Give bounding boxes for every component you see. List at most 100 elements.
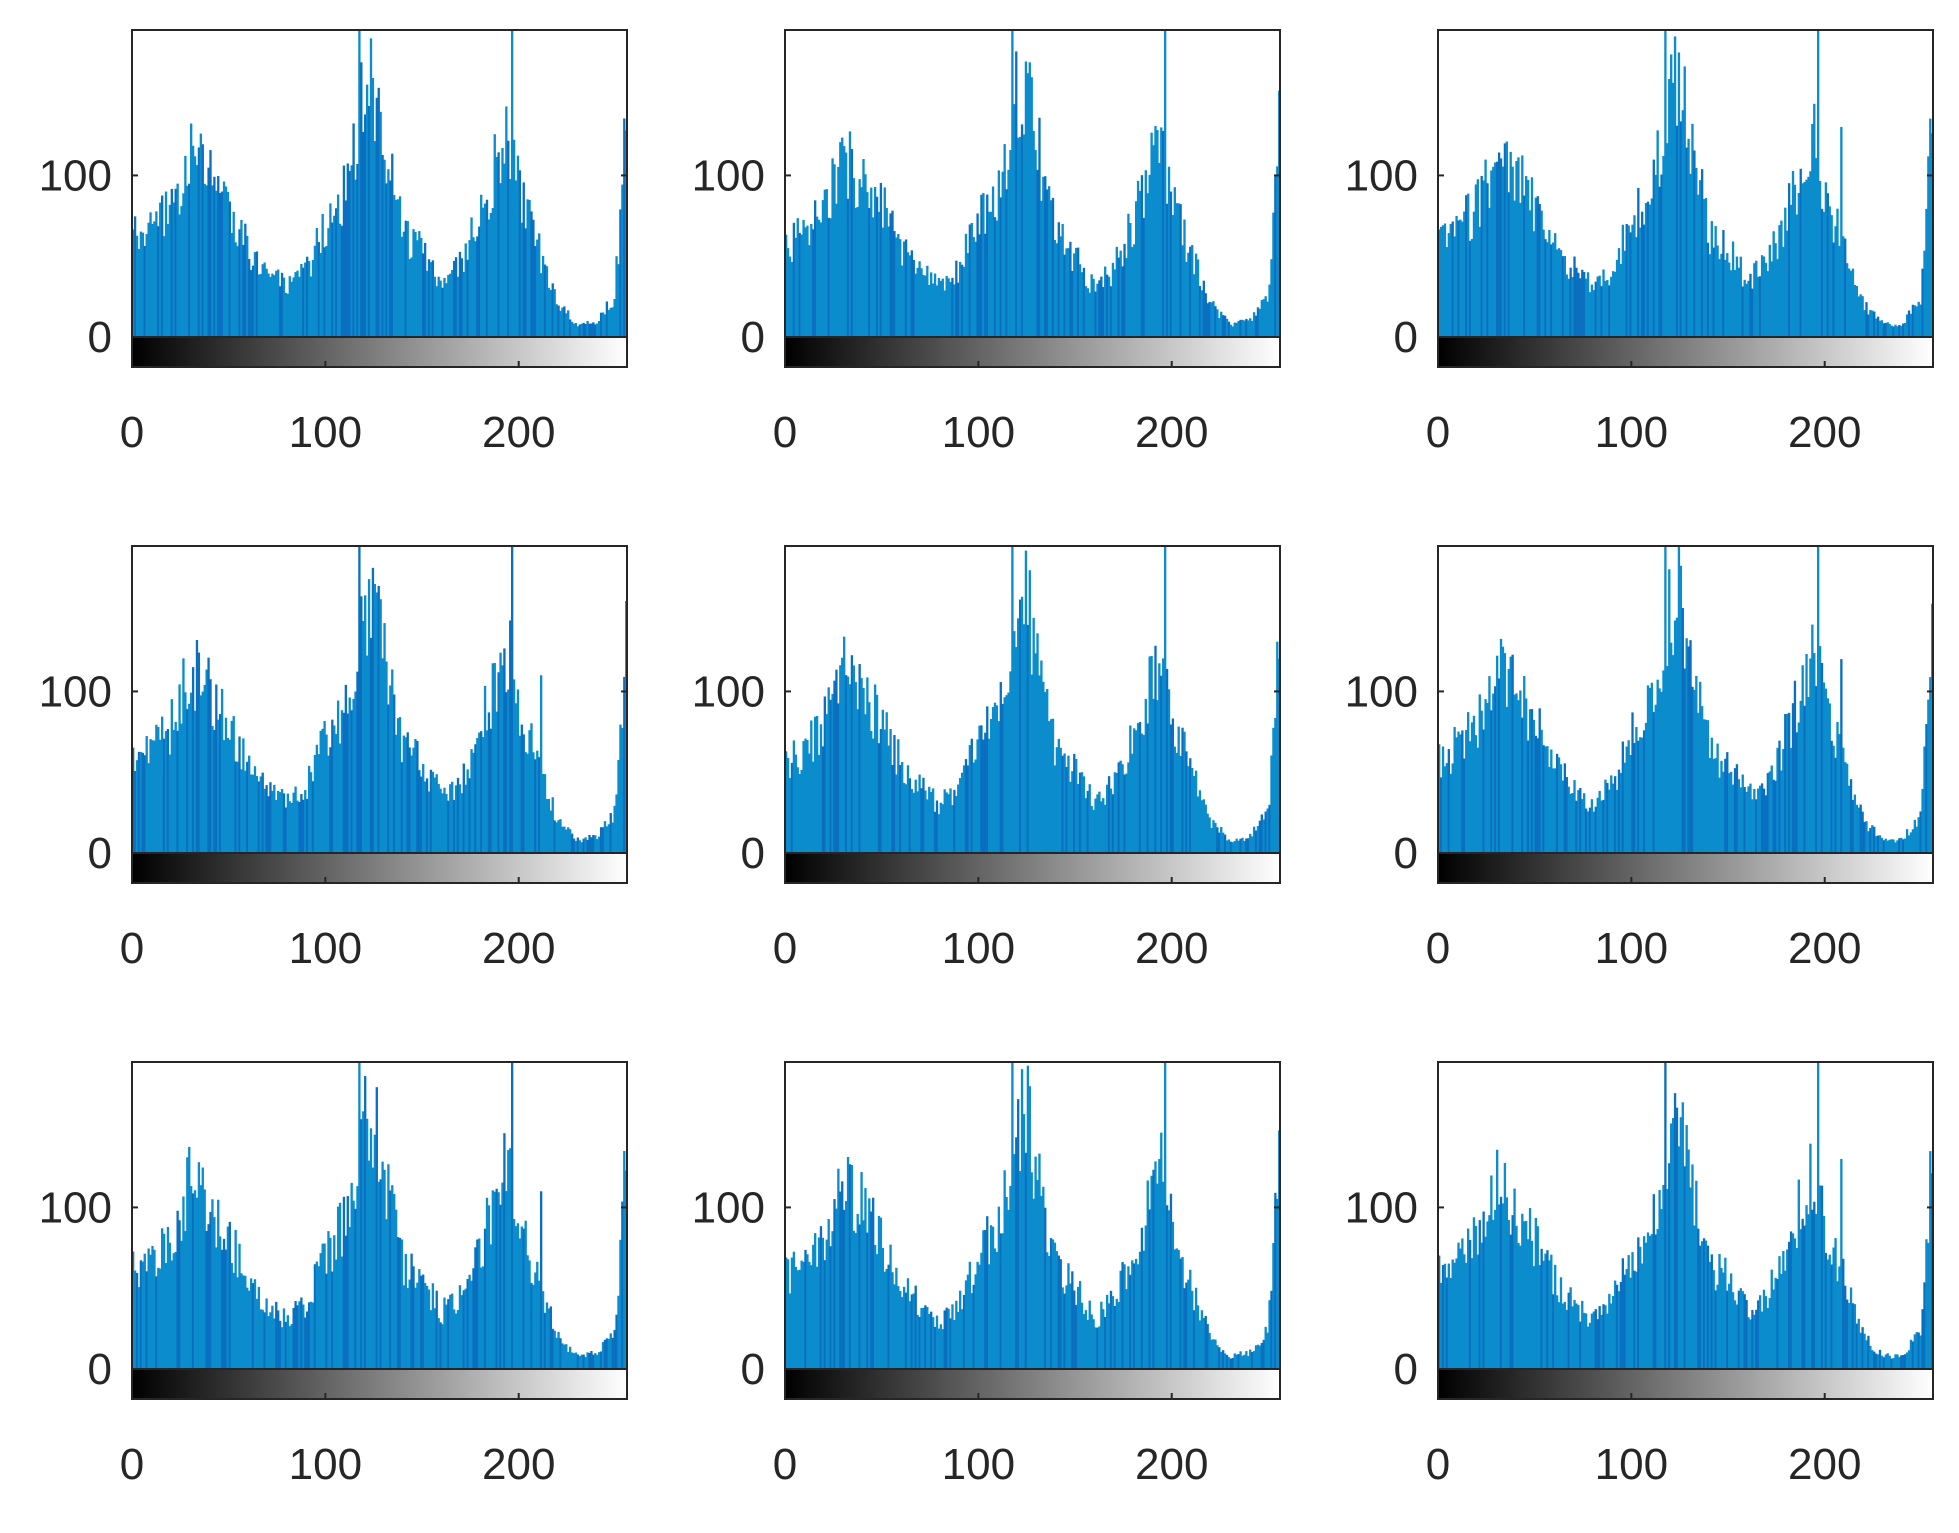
histogram-bar [792,740,796,853]
histogram-bar [916,1314,919,1369]
histogram-bar [132,747,135,853]
histogram-bar [1575,267,1578,337]
histogram-bar [877,1215,881,1369]
histogram-bar [1919,1335,1922,1369]
histogram-bar [203,183,206,337]
histogram-bar [354,179,357,337]
histogram-bar [1194,253,1198,337]
histogram-bar [1480,1242,1483,1369]
histogram-bar [433,276,436,337]
histogram-bar [993,217,997,337]
histogram-bar [1532,231,1536,337]
histogram-bar [1822,1215,1826,1369]
histogram-bar [1210,827,1213,853]
histogram-bar [1443,223,1447,337]
histogram-bar [1163,30,1167,337]
histogram-bar [512,139,516,337]
histogram-bar [333,725,336,853]
histogram-bar [1557,248,1561,337]
histogram-bar [549,289,552,337]
histogram-bar [1747,786,1750,853]
histogram-bar [526,753,529,853]
histogram-bar [294,1301,297,1369]
histogram-bar [526,199,529,337]
histogram-bar [306,256,309,337]
histogram-bar [1550,244,1553,337]
histogram-bar [530,211,533,337]
histogram-bar [1488,1215,1491,1369]
histogram-bar [821,746,825,853]
histogram-bar [935,285,939,337]
grayscale-colorbar [785,337,1280,367]
histogram-bar [327,1231,330,1369]
histogram-bar [1772,231,1775,337]
histogram-bar [487,219,491,337]
histogram-bar [951,805,954,853]
histogram-bar [1917,1332,1920,1369]
histogram-bar [1758,785,1762,853]
histogram-bar [827,1219,830,1369]
histogram-bar [568,1346,572,1369]
histogram-bar [1608,285,1611,337]
histogram-bar [1076,783,1080,853]
histogram-bar [1080,772,1084,853]
histogram-bar [1165,1205,1169,1369]
histogram-bar [1461,730,1464,853]
histogram-bar [802,741,805,853]
histogram-bar [895,1267,898,1369]
histogram-bar [1673,1093,1677,1369]
histogram-bar [889,1244,892,1369]
histogram-bar [964,1280,968,1369]
histogram-bar [1762,788,1766,853]
histogram-bar [1540,729,1543,853]
histogram-bar [976,1261,979,1369]
histogram-bar [887,745,890,853]
histogram-bar [1455,1258,1458,1369]
histogram-bar [348,1227,351,1369]
histogram-bar [483,685,487,853]
histogram-bar [1544,1253,1547,1369]
histogram-bar [211,1199,214,1369]
histogram-bar [410,1253,413,1369]
histogram-bar [1254,1345,1258,1369]
histogram-bar [365,1118,369,1369]
histogram-bar [1770,1269,1773,1369]
histogram-bar [1610,775,1613,853]
histogram-bar [584,323,587,337]
histogram-bar [875,196,879,337]
histogram-bar [398,196,402,337]
histogram-bar [271,790,274,853]
histogram-bar [1084,286,1088,337]
histogram-bar [385,183,388,337]
histogram-bar [864,174,867,337]
histogram-bar [1061,1287,1064,1369]
histogram-bar [1011,1062,1014,1369]
histogram-bar [135,1272,139,1369]
histogram-bar [1656,679,1659,853]
histogram-bar [1797,193,1800,337]
histogram-bar [808,1261,811,1369]
histogram-bar [1629,1277,1632,1369]
x-tick-label: 100 [1595,1440,1668,1489]
histogram-bar [1592,290,1596,337]
histogram-bar [304,790,307,853]
histogram-bar [1115,772,1118,853]
histogram-bar [1094,798,1097,853]
histogram-bar [1573,1299,1576,1369]
histogram-bar [1127,1266,1130,1369]
histogram-bar [1749,1319,1752,1369]
histogram-bar [912,792,915,853]
histogram-bar [1652,712,1655,853]
histogram-bar [846,198,850,337]
histogram-bar [1096,283,1099,337]
histogram-bar [1615,259,1619,337]
histogram-bar [1231,1357,1234,1369]
histogram-bar [1900,325,1903,337]
histogram-bar [1476,1254,1479,1369]
x-tick-label: 0 [1426,408,1450,457]
histogram-bar [1136,723,1140,853]
histogram-bar [1181,727,1184,853]
histogram-bar [534,1272,537,1369]
histogram-bar [553,820,556,853]
histogram-bar [1042,1186,1045,1369]
